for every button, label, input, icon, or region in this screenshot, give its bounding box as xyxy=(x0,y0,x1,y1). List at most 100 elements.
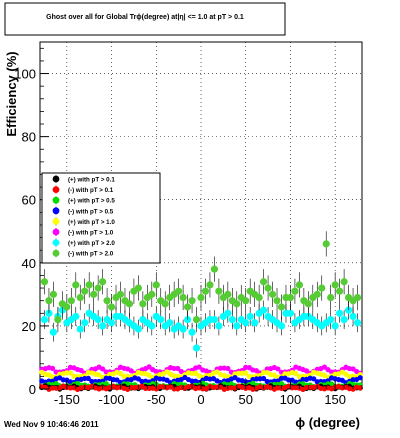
band-point xyxy=(275,366,281,372)
cyan-point xyxy=(148,322,156,330)
legend-label: (+) with pT > 0.5 xyxy=(68,198,115,205)
green-point xyxy=(304,300,312,308)
legend: (+) with pT > 0.1 (-) with pT > 0.1 (+) wi… xyxy=(41,172,161,264)
legend-marker xyxy=(52,175,60,183)
green-point xyxy=(322,240,330,248)
cyan-point xyxy=(157,316,165,324)
green-point xyxy=(318,284,326,292)
x-tick-label: -150 xyxy=(54,392,80,407)
cyan-point xyxy=(107,319,116,327)
green-point xyxy=(268,290,277,298)
green-point xyxy=(54,316,62,324)
green-point xyxy=(353,293,362,302)
band-point xyxy=(175,365,181,372)
band-point xyxy=(293,370,299,377)
cyan-point xyxy=(286,309,295,317)
data-layer xyxy=(39,231,363,393)
green-point xyxy=(49,290,58,298)
cyan-point xyxy=(336,309,344,317)
green-point xyxy=(286,293,295,302)
green-point xyxy=(233,300,241,308)
cyan-point xyxy=(251,319,259,327)
band-point xyxy=(135,376,141,382)
green-point xyxy=(215,287,223,295)
green-point xyxy=(40,278,49,286)
cyan-point xyxy=(99,322,107,330)
legend-marker xyxy=(52,186,60,194)
cyan-point xyxy=(210,316,219,324)
cyan-point xyxy=(327,316,335,324)
green-point xyxy=(255,293,263,302)
x-tick-label: 150 xyxy=(324,392,346,407)
green-point xyxy=(94,284,102,292)
green-point xyxy=(313,290,321,298)
green-point xyxy=(201,287,210,295)
x-tick-label: -100 xyxy=(99,392,125,407)
green-point xyxy=(331,281,339,289)
cyan-point xyxy=(49,328,58,336)
cyan-point xyxy=(353,319,362,327)
axis-layer: -150 -100 -50 0 50 100 150 0 20 40 60 80 100 xyxy=(14,47,363,407)
x-tick-label: 50 xyxy=(238,392,252,407)
y-tick-label: 40 xyxy=(22,256,36,271)
band-point xyxy=(117,370,124,377)
x-tick-label: 0 xyxy=(197,392,204,407)
green-point xyxy=(107,303,116,311)
green-point xyxy=(125,300,134,308)
band-point xyxy=(196,364,202,370)
band-point xyxy=(214,369,220,375)
band-point xyxy=(157,384,163,390)
x-tick-label: -50 xyxy=(147,392,166,407)
cyan-point xyxy=(228,316,236,324)
band-point xyxy=(243,370,249,376)
legend-label: (+) with pT > 1.0 xyxy=(68,219,115,226)
green-point xyxy=(161,300,169,308)
green-point xyxy=(277,303,286,311)
legend-label: (-) with pT > 2.0 xyxy=(68,251,114,258)
y-tick-label: 20 xyxy=(22,319,36,334)
cyan-point xyxy=(224,309,232,317)
cyan-point xyxy=(40,316,49,324)
cyan-point xyxy=(349,312,357,321)
band-point xyxy=(146,364,152,370)
y-tick-label: 100 xyxy=(14,67,36,82)
green-point xyxy=(295,281,303,289)
cyan-point xyxy=(340,316,348,324)
green-point xyxy=(327,293,335,302)
cyan-point xyxy=(72,312,80,321)
cyan-point xyxy=(76,325,84,333)
band-point xyxy=(85,375,91,381)
cyan-point xyxy=(188,328,196,336)
green-point xyxy=(175,287,183,295)
band-point xyxy=(311,376,317,382)
green-point xyxy=(116,290,125,298)
band-point xyxy=(96,372,102,378)
band-point xyxy=(214,384,220,390)
green-point xyxy=(224,290,232,298)
green-point xyxy=(340,278,348,286)
band-point xyxy=(261,375,267,382)
legend-label: (-) with pT > 0.5 xyxy=(68,208,114,215)
x-axis-label: ϕ (degree) xyxy=(295,415,360,430)
green-point xyxy=(45,297,53,305)
green-point xyxy=(90,290,98,298)
y-tick-label: 60 xyxy=(22,193,36,208)
legend-marker xyxy=(52,239,60,247)
green-point xyxy=(63,303,71,311)
green-point xyxy=(148,290,156,298)
cyan-point xyxy=(192,344,201,352)
green-point xyxy=(260,278,268,286)
band-point xyxy=(100,366,106,372)
green-point xyxy=(152,281,160,289)
legend-marker xyxy=(52,218,60,225)
title-box: Ghost over all for Global Trϕ(degree) at… xyxy=(4,2,286,36)
green-point xyxy=(179,293,187,302)
band-point xyxy=(261,369,267,376)
green-point xyxy=(192,316,201,324)
green-point xyxy=(273,297,281,305)
green-point xyxy=(210,265,219,273)
legend-marker xyxy=(52,228,60,236)
green-point xyxy=(76,293,84,302)
green-point xyxy=(264,284,272,292)
